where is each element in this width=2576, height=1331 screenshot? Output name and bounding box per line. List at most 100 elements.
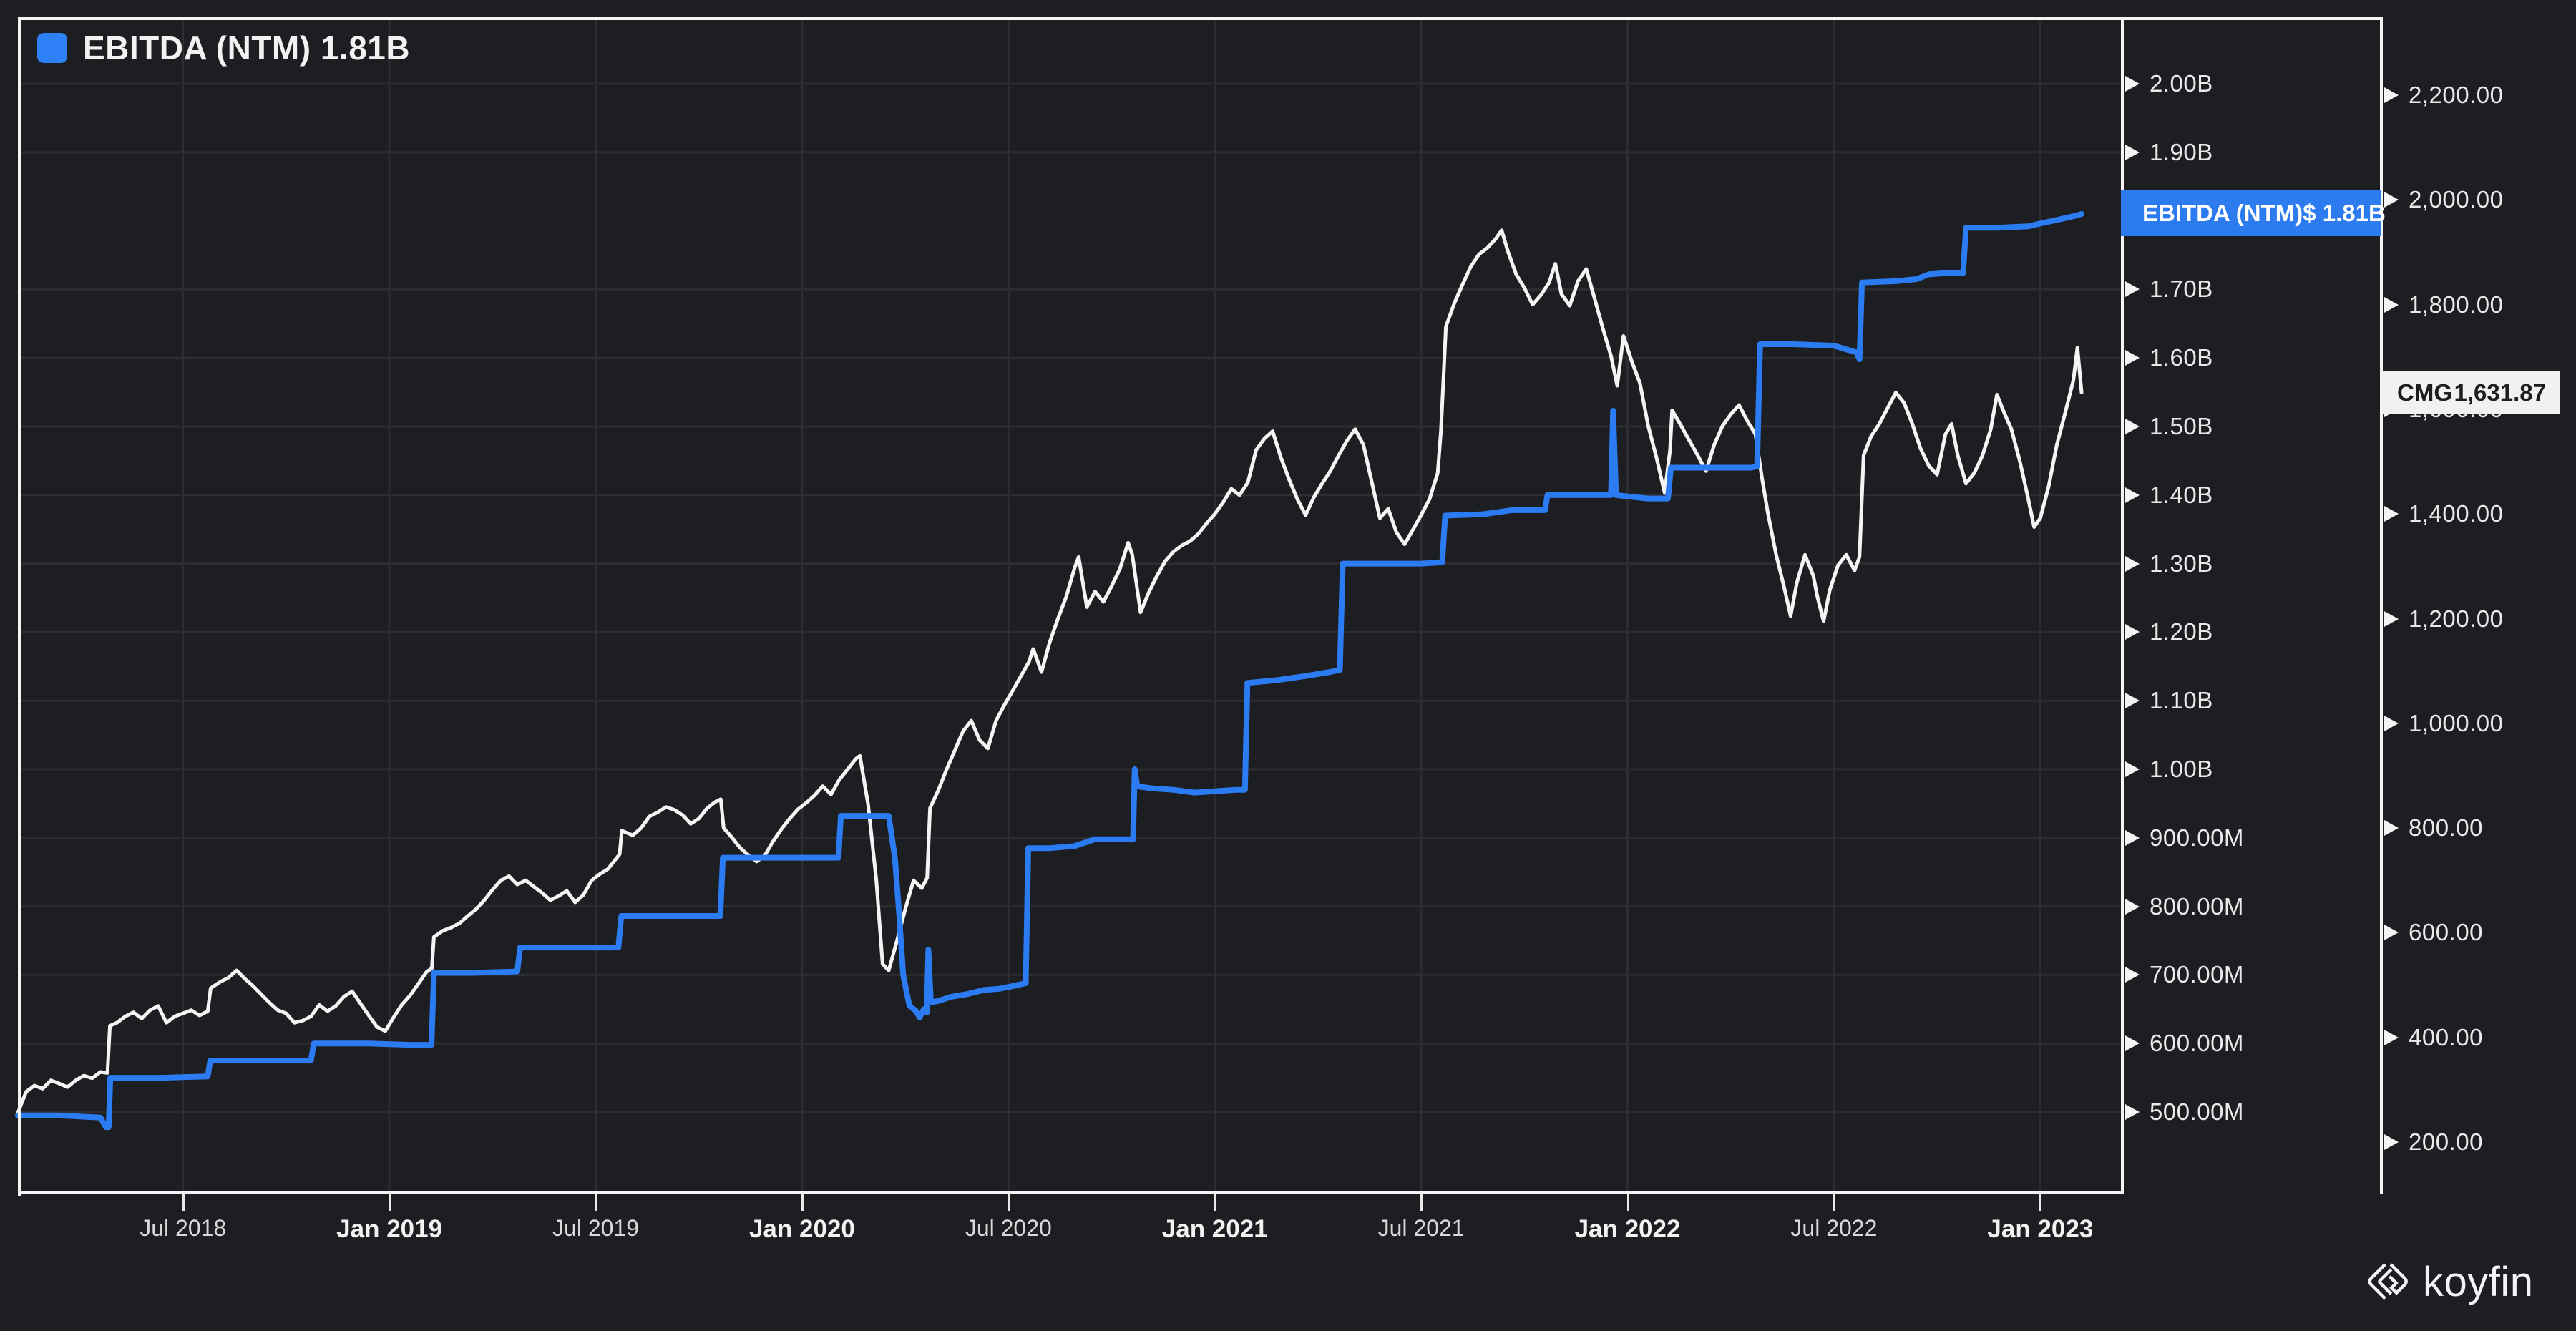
x-tick-mark [595, 1194, 597, 1211]
tick-arrow-icon [2125, 1104, 2140, 1120]
tick-arrow-icon [2125, 624, 2140, 640]
x-tick-label: Jul 2019 [552, 1215, 640, 1241]
ebitda-tick: 500.00M [2125, 1098, 2244, 1126]
x-tick-mark [389, 1194, 391, 1211]
tick-arrow-icon [2125, 487, 2140, 503]
x-tick-label: Jan 2022 [1574, 1215, 1681, 1243]
ebitda-tick: 1.10B [2125, 686, 2213, 715]
ebitda-series-swatch [37, 33, 67, 63]
price-tick-label: 1,800.00 [2409, 291, 2504, 318]
price-tick: 800.00 [2384, 814, 2483, 842]
ebitda-tick: 1.50B [2125, 412, 2213, 441]
ebitda-tick: 1.40B [2125, 481, 2213, 510]
x-tick-mark [1008, 1194, 1010, 1211]
x-tick-label: Jul 2020 [965, 1215, 1052, 1241]
ebitda-axis-line [2121, 17, 2124, 1194]
price-tick: 400.00 [2384, 1023, 2483, 1052]
tick-arrow-icon [2384, 1134, 2399, 1150]
tick-arrow-icon [2384, 506, 2399, 522]
ebitda-tick: 1.90B [2125, 138, 2213, 167]
ebitda-tick-label: 500.00M [2150, 1098, 2244, 1125]
ebitda-tick: 700.00M [2125, 960, 2244, 989]
tick-arrow-icon [2125, 281, 2140, 298]
tick-arrow-icon [2384, 296, 2399, 313]
x-tick-mark [182, 1194, 185, 1211]
price-badge-ticker: CMG [2397, 379, 2452, 406]
price-tick: 200.00 [2384, 1128, 2483, 1156]
ebitda-tick-label: 800.00M [2150, 892, 2244, 920]
tick-arrow-icon [2125, 829, 2140, 846]
x-tick-label: Jan 2020 [748, 1215, 855, 1243]
x-tick-label: Jul 2021 [1377, 1215, 1465, 1241]
ebitda-tick-label: 700.00M [2150, 961, 2244, 988]
ebitda-tick: 1.60B [2125, 343, 2213, 372]
price-tick: 1,000.00 [2384, 709, 2503, 738]
ebitda-line-series[interactable] [15, 211, 2084, 1131]
x-tick-mark [2039, 1194, 2042, 1211]
tick-arrow-icon [2125, 967, 2140, 983]
tick-arrow-icon [2125, 693, 2140, 709]
x-tick-mark [1833, 1194, 1835, 1211]
price-tick: 2,200.00 [2384, 81, 2503, 109]
x-tick-label: Jan 2023 [1987, 1215, 2094, 1243]
tick-arrow-icon [2384, 715, 2399, 731]
ebitda-tick-label: 900.00M [2150, 824, 2244, 851]
tick-arrow-icon [2125, 1035, 2140, 1052]
ebitda-badge-name: EBITDA (NTM) [2142, 200, 2303, 226]
tick-arrow-icon [2125, 555, 2140, 572]
ebitda-tick: 2.00B [2125, 69, 2213, 98]
ebitda-tick-label: 2.00B [2150, 70, 2213, 97]
price-tick-label: 400.00 [2409, 1023, 2483, 1050]
ebitda-tick: 1.00B [2125, 755, 2213, 784]
ebitda-tick-label: 1.50B [2150, 413, 2213, 439]
plot-top-border [18, 17, 2383, 20]
price-tick-label: 2,000.00 [2409, 186, 2504, 213]
price-tick-label: 1,400.00 [2409, 500, 2504, 527]
x-tick-mark [1420, 1194, 1423, 1211]
x-tick-label: Jan 2019 [336, 1215, 443, 1243]
tick-arrow-icon [2125, 350, 2140, 366]
tick-arrow-icon [2125, 144, 2140, 160]
price-tick: 1,400.00 [2384, 499, 2503, 528]
ebitda-tick-label: 1.60B [2150, 344, 2213, 371]
price-tick: 600.00 [2384, 918, 2483, 947]
price-last-value-badge: CMG 1,631.87 [2381, 371, 2560, 414]
x-tick-label: Jan 2021 [1161, 1215, 1268, 1243]
ebitda-badge-value: $ 1.81B [2303, 200, 2386, 226]
koyfin-diamond-icon [2366, 1259, 2411, 1305]
x-tick-label: Jul 2022 [1790, 1215, 1878, 1241]
legend-label: EBITDA (NTM) 1.81B [83, 29, 411, 67]
ebitda-tick-label: 1.90B [2150, 138, 2213, 165]
price-tick-label: 600.00 [2409, 919, 2483, 946]
ebitda-tick: 1.30B [2125, 550, 2213, 578]
ebitda-tick-label: 1.10B [2150, 687, 2213, 714]
tick-arrow-icon [2125, 76, 2140, 92]
x-tick-mark [1626, 1194, 1629, 1211]
price-tick-label: 200.00 [2409, 1128, 2483, 1155]
price-tick-label: 1,000.00 [2409, 709, 2504, 736]
plot-bottom-axis-line [18, 1191, 2124, 1194]
tick-arrow-icon [2384, 192, 2399, 208]
plot-left-border [18, 17, 21, 1196]
koyfin-wordmark: koyfin [2423, 1259, 2534, 1305]
price-tick: 1,200.00 [2384, 605, 2503, 633]
legend[interactable]: EBITDA (NTM) 1.81B [37, 29, 410, 67]
price-tick: 1,800.00 [2384, 291, 2503, 319]
tick-arrow-icon [2384, 820, 2399, 837]
ebitda-tick: 600.00M [2125, 1029, 2244, 1058]
price-axis-line [2380, 17, 2383, 1194]
ebitda-tick-label: 1.00B [2150, 756, 2213, 782]
price-tick-label: 2,200.00 [2409, 82, 2504, 108]
ebitda-tick-label: 1.40B [2150, 481, 2213, 508]
ebitda-tick-label: 1.30B [2150, 550, 2213, 577]
tick-arrow-icon [2384, 610, 2399, 627]
x-tick-label: Jul 2018 [140, 1215, 227, 1241]
price-line-series[interactable] [16, 228, 2084, 1115]
ebitda-tick-label: 1.20B [2150, 618, 2213, 645]
tick-arrow-icon [2384, 1029, 2399, 1045]
x-tick-mark [801, 1194, 804, 1211]
x-tick-mark [1214, 1194, 1216, 1211]
ebitda-last-value-badge: EBITDA (NTM) $ 1.81B [2121, 190, 2386, 236]
ebitda-tick-label: 600.00M [2150, 1030, 2244, 1057]
